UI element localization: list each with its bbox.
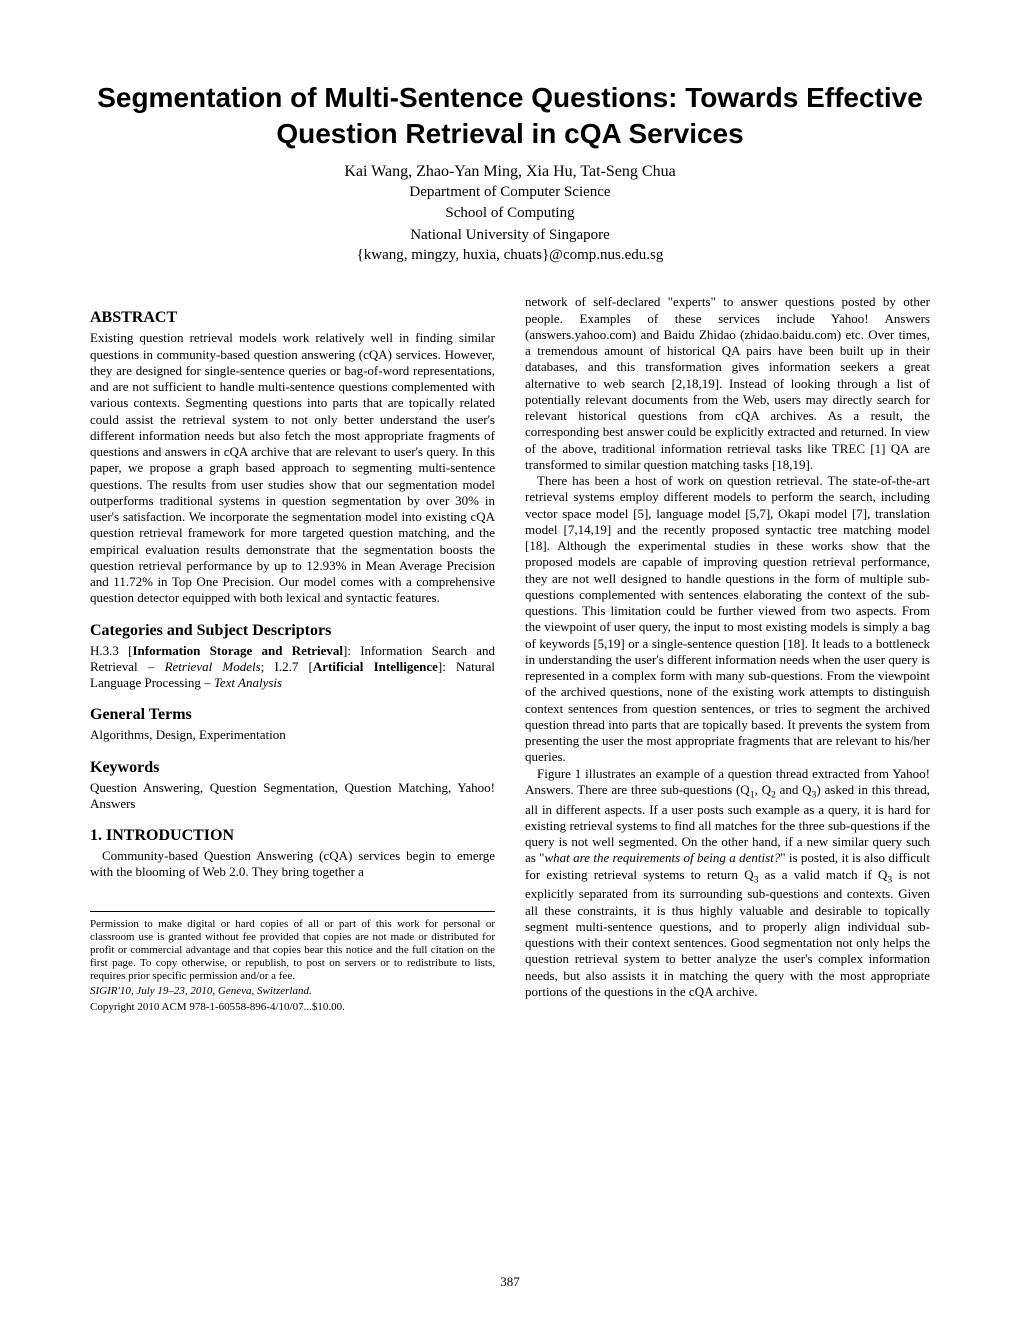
right-paragraph-2: There has been a host of work on questio… — [525, 473, 930, 766]
keywords-text: Question Answering, Question Segmentatio… — [90, 780, 495, 813]
paper-title: Segmentation of Multi-Sentence Questions… — [90, 80, 930, 153]
keywords-heading: Keywords — [90, 758, 495, 778]
right-paragraph-3: Figure 1 illustrates an example of a que… — [525, 766, 930, 1001]
right-paragraph-1: network of self-declared "experts" to an… — [525, 294, 930, 473]
copyright-line: Copyright 2010 ACM 978-1-60558-896-4/10/… — [90, 1001, 495, 1014]
abstract-text: Existing question retrieval models work … — [90, 330, 495, 606]
affiliation-line-2: School of Computing — [90, 204, 930, 224]
introduction-heading: 1. INTRODUCTION — [90, 826, 495, 846]
categories-text: H.3.3 [Information Storage and Retrieval… — [90, 643, 495, 692]
intro-paragraph-1: Community-based Question Answering (cQA)… — [90, 848, 495, 881]
authors-line: Kai Wang, Zhao-Yan Ming, Xia Hu, Tat-Sen… — [90, 163, 930, 181]
two-column-layout: ABSTRACT Existing question retrieval mod… — [90, 294, 930, 1014]
general-terms-heading: General Terms — [90, 705, 495, 725]
right-column: network of self-declared "experts" to an… — [525, 294, 930, 1014]
permission-text: Permission to make digital or hard copie… — [90, 918, 495, 984]
affiliation-line-3: National University of Singapore — [90, 226, 930, 246]
conference-line: SIGIR'10, July 19–23, 2010, Geneva, Swit… — [90, 985, 312, 997]
page-number: 387 — [0, 1274, 1020, 1290]
permission-box: Permission to make digital or hard copie… — [90, 911, 495, 1014]
title-block: Segmentation of Multi-Sentence Questions… — [90, 80, 930, 264]
general-terms-text: Algorithms, Design, Experimentation — [90, 727, 495, 743]
abstract-heading: ABSTRACT — [90, 308, 495, 328]
left-column: ABSTRACT Existing question retrieval mod… — [90, 294, 495, 1014]
affiliation-line-1: Department of Computer Science — [90, 183, 930, 203]
categories-heading: Categories and Subject Descriptors — [90, 621, 495, 641]
emails-line: {kwang, mingzy, huxia, chuats}@comp.nus.… — [90, 247, 930, 264]
